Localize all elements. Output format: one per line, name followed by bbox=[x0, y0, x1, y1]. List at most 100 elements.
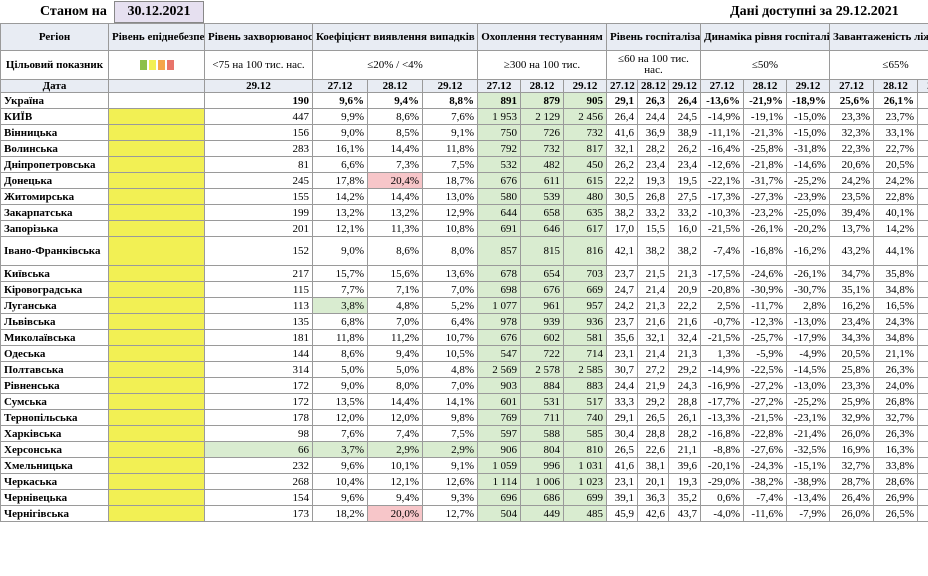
testing-value: 1 023 bbox=[563, 473, 607, 490]
oxygen-beds-value: 23,4% bbox=[829, 313, 874, 330]
hosp-dynamics-value: -24,6% bbox=[743, 265, 787, 282]
oxygen-beds-value: 14,2% bbox=[873, 220, 918, 237]
incidence-value: 144 bbox=[204, 345, 313, 362]
detection-value: 7,6% bbox=[312, 425, 368, 442]
hosp-dynamics-value: 0,6% bbox=[700, 489, 744, 506]
oxygen-beds-value: 26,8% bbox=[873, 393, 918, 410]
danger-level-cell bbox=[108, 172, 205, 189]
date-test-2: 28.12 bbox=[520, 79, 564, 93]
hosp-dynamics-value: -0,7% bbox=[700, 313, 744, 330]
testing-value: 449 bbox=[520, 505, 564, 522]
detection-value: 10,8% bbox=[422, 220, 478, 237]
col-header-oxygen-beds: Завантаженість ліжок з киснем bbox=[828, 23, 928, 51]
testing-value: 485 bbox=[563, 505, 607, 522]
hosp-dynamics-value: -21,5% bbox=[743, 409, 787, 426]
oxygen-beds-value: 23,3% bbox=[829, 377, 874, 394]
testing-value: 517 bbox=[563, 393, 607, 410]
target-testing: ≥300 на 100 тис. bbox=[477, 50, 607, 80]
table-row: Кіровоградська 115 7,7% 7,1% 7,0% 698 676 669 24… bbox=[0, 281, 928, 298]
hosp-dynamics-value: -4,9% bbox=[786, 345, 830, 362]
hospitalization-value: 26,2 bbox=[668, 140, 701, 157]
danger-level-cell bbox=[108, 281, 205, 298]
table-row: Львівська 135 6,8% 7,0% 6,4% 978 939 936 23,7 21,… bbox=[0, 313, 928, 330]
detection-value: 9,6% bbox=[312, 457, 368, 474]
incidence-value: 268 bbox=[204, 473, 313, 490]
hosp-dynamics-value: -16,2% bbox=[786, 236, 830, 266]
danger-level-cell bbox=[108, 345, 205, 362]
hospitalization-value: 32,4 bbox=[668, 329, 701, 346]
hospitalization-value: 21,6 bbox=[637, 313, 669, 330]
hosp-dynamics-value: -17,9% bbox=[786, 329, 830, 346]
danger-level-cell bbox=[108, 489, 205, 506]
date-danger-empty bbox=[108, 79, 205, 93]
oxygen-beds-value: 15,4% bbox=[916, 297, 928, 314]
table-row: Луганська 113 3,8% 4,8% 5,2% 1 077 961 957 24,2 2… bbox=[0, 297, 928, 314]
hospitalization-value: 42,1 bbox=[606, 236, 638, 266]
date-dyn-3: 29.12 bbox=[786, 79, 830, 93]
hosp-dynamics-value: -19,1% bbox=[743, 108, 787, 125]
hospitalization-value: 29,1 bbox=[606, 409, 638, 426]
hosp-dynamics-value: -14,9% bbox=[700, 361, 744, 378]
detection-value: 13,6% bbox=[422, 265, 478, 282]
hosp-dynamics-value: -21,5% bbox=[700, 220, 744, 237]
detection-value: 8,6% bbox=[367, 108, 423, 125]
hosp-dynamics-value: -15,1% bbox=[786, 457, 830, 474]
table-row: Чернівецька 154 9,6% 9,4% 9,3% 696 686 699 39,1 3… bbox=[0, 489, 928, 506]
incidence-value: 245 bbox=[204, 172, 313, 189]
testing-value: 654 bbox=[520, 265, 564, 282]
detection-value: 3,8% bbox=[312, 297, 368, 314]
hosp-dynamics-value: -5,9% bbox=[743, 345, 787, 362]
hosp-dynamics-value: -27,3% bbox=[743, 188, 787, 205]
oxygen-beds-value: 35,1% bbox=[829, 281, 874, 298]
hosp-dynamics-value: -32,5% bbox=[786, 441, 830, 458]
detection-value: 9,4% bbox=[367, 489, 423, 506]
date-dyn-2: 28.12 bbox=[743, 79, 787, 93]
detection-value: 14,4% bbox=[367, 188, 423, 205]
testing-value: 585 bbox=[563, 425, 607, 442]
detection-value: 9,6% bbox=[312, 92, 368, 109]
incidence-value: 154 bbox=[204, 489, 313, 506]
hosp-dynamics-value: -23,2% bbox=[743, 204, 787, 221]
testing-value: 2 578 bbox=[520, 361, 564, 378]
oxygen-beds-value: 16,3% bbox=[873, 441, 918, 458]
date-label: Дата bbox=[0, 79, 109, 93]
detection-value: 9,0% bbox=[312, 124, 368, 141]
danger-level-cell bbox=[108, 236, 205, 266]
hospitalization-value: 21,3 bbox=[668, 265, 701, 282]
oxygen-beds-value: 33,1% bbox=[873, 124, 918, 141]
hospitalization-value: 19,3 bbox=[637, 172, 669, 189]
hosp-dynamics-value: -20,1% bbox=[700, 457, 744, 474]
detection-value: 8,6% bbox=[367, 236, 423, 266]
oxygen-beds-value: 31,8% bbox=[916, 124, 928, 141]
target-swatches bbox=[108, 50, 205, 80]
oxygen-beds-value: 23,0% bbox=[916, 108, 928, 125]
testing-value: 1 077 bbox=[477, 297, 521, 314]
date-test-1: 27.12 bbox=[477, 79, 521, 93]
hospitalization-value: 22,2 bbox=[606, 172, 638, 189]
region-name: Кіровоградська bbox=[0, 281, 109, 298]
col-header-detection: Коефіцієнт виявлення випадків інфікуванн… bbox=[312, 23, 478, 51]
as-of-date: 30.12.2021 bbox=[114, 1, 204, 23]
oxygen-beds-value: 33,8% bbox=[873, 457, 918, 474]
oxygen-beds-value: 26,3% bbox=[873, 361, 918, 378]
detection-value: 6,8% bbox=[312, 313, 368, 330]
hospitalization-value: 21,4 bbox=[637, 345, 669, 362]
incidence-value: 199 bbox=[204, 204, 313, 221]
detection-value: 18,7% bbox=[422, 172, 478, 189]
oxygen-beds-value: 24,3% bbox=[873, 313, 918, 330]
detection-value: 3,7% bbox=[312, 441, 368, 458]
detection-value: 10,4% bbox=[312, 473, 368, 490]
hosp-dynamics-value: 2,8% bbox=[786, 297, 830, 314]
hosp-dynamics-value: -21,9% bbox=[743, 92, 787, 109]
hospitalization-value: 27,5 bbox=[668, 188, 701, 205]
incidence-value: 447 bbox=[204, 108, 313, 125]
oxygen-beds-value: 24,2% bbox=[873, 172, 918, 189]
hosp-dynamics-value: -13,6% bbox=[700, 92, 744, 109]
hospitalization-value: 30,7 bbox=[606, 361, 638, 378]
testing-value: 482 bbox=[520, 156, 564, 173]
region-name: Львівська bbox=[0, 313, 109, 330]
testing-value: 678 bbox=[477, 265, 521, 282]
hospitalization-value: 29,1 bbox=[606, 92, 638, 109]
hospitalization-value: 22,2 bbox=[668, 297, 701, 314]
region-name: Чернівецька bbox=[0, 489, 109, 506]
